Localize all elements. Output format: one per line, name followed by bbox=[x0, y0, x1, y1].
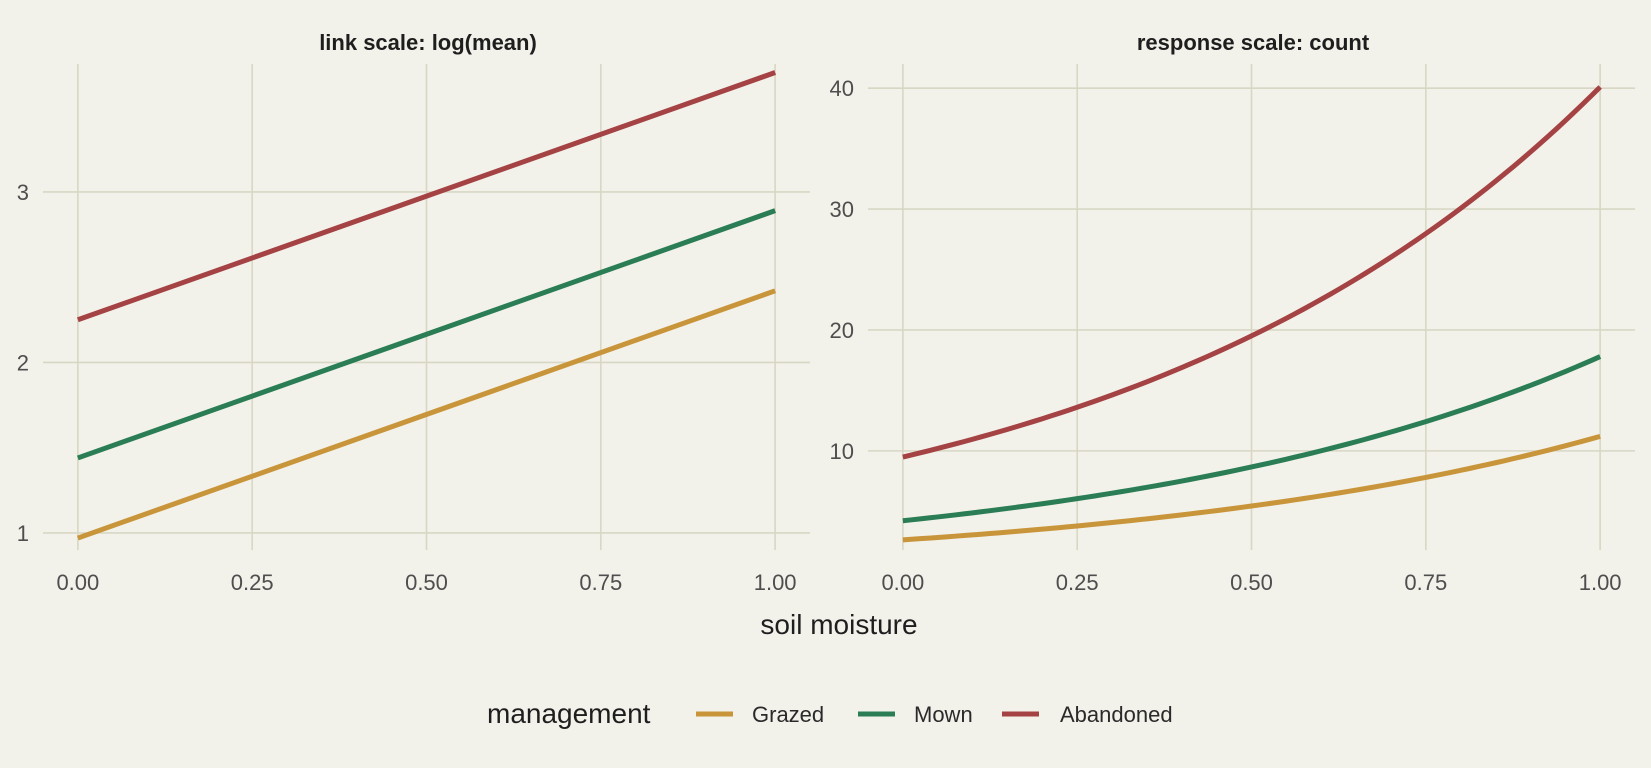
x-tick-label: 1.00 bbox=[1579, 570, 1622, 595]
x-tick-label: 0.50 bbox=[405, 570, 448, 595]
legend-item-abandoned: Abandoned bbox=[1002, 702, 1173, 727]
legend-item-grazed: Grazed bbox=[696, 702, 824, 727]
panel-link-scale: link scale: log(mean) 0.00 0.25 0.50 0.75 1.… bbox=[17, 30, 810, 595]
y-tick-label: 2 bbox=[17, 350, 29, 375]
series-line-grazed bbox=[902, 433, 1601, 543]
x-tick-label: 0.00 bbox=[881, 570, 924, 595]
panel-response-scale: response scale: count 0.00 0.25 0.50 0.75 1.… bbox=[830, 30, 1635, 595]
series-line-abandoned bbox=[902, 85, 1602, 460]
x-tick-label: 0.25 bbox=[231, 570, 274, 595]
series-line-mown bbox=[902, 354, 1602, 524]
series-line-grazed bbox=[77, 288, 776, 541]
y-tick-label: 10 bbox=[830, 439, 854, 464]
x-tick-label: 0.75 bbox=[1404, 570, 1447, 595]
series-line-abandoned bbox=[77, 70, 776, 323]
legend-label-mown: Mown bbox=[914, 702, 973, 727]
legend: management Grazed Mown Abandoned bbox=[487, 698, 1173, 729]
grid bbox=[43, 64, 810, 550]
x-tick-label: 0.50 bbox=[1230, 570, 1273, 595]
y-tick-label: 3 bbox=[17, 180, 29, 205]
panel-title-link-scale: link scale: log(mean) bbox=[319, 30, 537, 55]
y-tick-label: 40 bbox=[830, 76, 854, 101]
y-tick-label: 1 bbox=[17, 521, 29, 546]
legend-title: management bbox=[487, 698, 651, 729]
x-tick-label: 0.00 bbox=[56, 570, 99, 595]
grid bbox=[868, 64, 1635, 550]
x-tick-label: 0.25 bbox=[1056, 570, 1099, 595]
panel-title-response-scale: response scale: count bbox=[1137, 30, 1370, 55]
legend-label-grazed: Grazed bbox=[752, 702, 824, 727]
x-tick-label: 0.75 bbox=[579, 570, 622, 595]
legend-item-mown: Mown bbox=[858, 702, 973, 727]
y-tick-label: 20 bbox=[830, 318, 854, 343]
y-tick-label: 30 bbox=[830, 197, 854, 222]
series-line-mown bbox=[77, 208, 776, 461]
x-tick-label: 1.00 bbox=[754, 570, 797, 595]
x-axis-title: soil moisture bbox=[760, 609, 917, 640]
legend-label-abandoned: Abandoned bbox=[1060, 702, 1173, 727]
